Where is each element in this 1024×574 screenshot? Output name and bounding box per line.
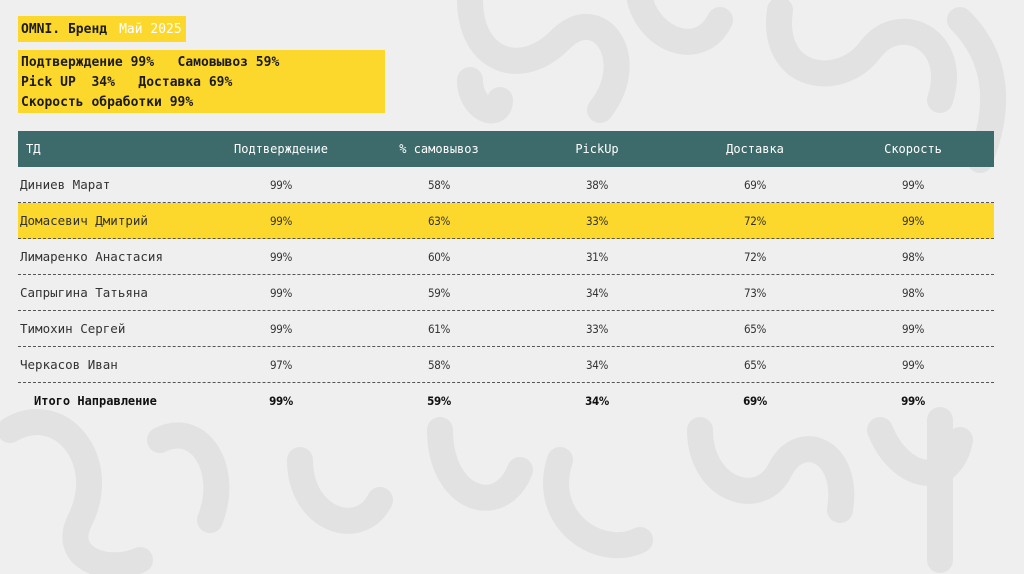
header-pickup: PickUp xyxy=(575,142,619,156)
manager-name: Лимаренко Анастасия xyxy=(20,249,163,264)
manager-name: Черкасов Иван xyxy=(20,357,118,372)
speed-cell: 99% xyxy=(901,177,925,192)
table-row: Черкасов Иван 97% 58% 34% 65% 99% xyxy=(18,347,994,383)
total-confirmation: 99% xyxy=(269,393,293,408)
pickup-share-cell: 60% xyxy=(427,249,451,264)
delivery-cell: 73% xyxy=(743,285,767,300)
table-total-row: Итого Направление 99% 59% 34% 69% 99% xyxy=(18,383,994,418)
summary-line: Подтверждение 99% Самовывоз 59% xyxy=(21,55,280,70)
table-row: Лимаренко Анастасия 99% 60% 31% 72% 98% xyxy=(18,239,994,275)
header-td: ТД xyxy=(26,142,41,156)
delivery-cell: 72% xyxy=(743,249,767,264)
manager-name: Тимохин Сергей xyxy=(20,321,126,336)
table-row-highlighted: Домасевич Дмитрий 99% 63% 33% 72% 99% xyxy=(18,203,994,239)
pickup-share-cell: 61% xyxy=(427,321,451,336)
pickup-cell: 34% xyxy=(585,357,609,372)
confirmation-cell: 97% xyxy=(269,357,293,372)
table-row: Диниев Марат 99% 58% 38% 69% 99% xyxy=(18,167,994,203)
pickup-share-cell: 59% xyxy=(427,285,451,300)
total-delivery: 69% xyxy=(743,393,767,408)
header-speed: Скорость xyxy=(884,142,942,156)
pickup-cell: 31% xyxy=(585,249,609,264)
pickup-share-cell: 58% xyxy=(427,357,451,372)
pickup-cell: 38% xyxy=(585,177,609,192)
total-pickup-share: 59% xyxy=(427,393,451,408)
manager-name: Сапрыгина Татьяна xyxy=(20,285,148,300)
header-confirmation: Подтверждение xyxy=(234,142,328,156)
delivery-cell: 65% xyxy=(743,321,767,336)
report-title: OMNI. Бренд Май 2025 xyxy=(18,16,186,42)
pickup-share-cell: 58% xyxy=(427,177,451,192)
speed-cell: 98% xyxy=(901,285,925,300)
speed-cell: 98% xyxy=(901,249,925,264)
delivery-cell: 69% xyxy=(743,177,767,192)
table-row: Сапрыгина Татьяна 99% 59% 34% 73% 98% xyxy=(18,275,994,311)
speed-cell: 99% xyxy=(901,321,925,336)
pickup-cell: 33% xyxy=(585,213,609,228)
brand-title: OMNI. Бренд xyxy=(21,21,108,37)
summary-line: Pick UP 34% Доставка 69% xyxy=(21,75,233,90)
header-pickup-share: % самовывоз xyxy=(399,142,479,156)
report-period: Май 2025 xyxy=(119,21,182,37)
delivery-cell: 65% xyxy=(743,357,767,372)
delivery-cell: 72% xyxy=(743,213,767,228)
confirmation-cell: 99% xyxy=(269,249,293,264)
total-pickup: 34% xyxy=(585,393,609,408)
header-delivery: Доставка xyxy=(726,142,784,156)
confirmation-cell: 99% xyxy=(269,285,293,300)
total-speed: 99% xyxy=(901,393,925,408)
pickup-cell: 33% xyxy=(585,321,609,336)
total-label: Итого Направление xyxy=(34,393,157,408)
manager-name: Диниев Марат xyxy=(20,177,111,192)
confirmation-cell: 99% xyxy=(269,177,293,192)
pickup-cell: 34% xyxy=(585,285,609,300)
confirmation-cell: 99% xyxy=(269,321,293,336)
speed-cell: 99% xyxy=(901,357,925,372)
summary-box: Подтверждение 99% Самовывоз 59% Pick UP … xyxy=(18,50,385,113)
pickup-share-cell: 63% xyxy=(427,213,451,228)
speed-cell: 99% xyxy=(901,213,925,228)
confirmation-cell: 99% xyxy=(269,213,293,228)
table-header: ТД Подтверждение % самовывоз PickUp Дост… xyxy=(18,131,994,167)
table-row: Тимохин Сергей 99% 61% 33% 65% 99% xyxy=(18,311,994,347)
results-table: ТД Подтверждение % самовывоз PickUp Дост… xyxy=(18,131,994,418)
manager-name: Домасевич Дмитрий xyxy=(20,213,148,228)
summary-line: Скорость обработки 99% xyxy=(21,95,194,110)
